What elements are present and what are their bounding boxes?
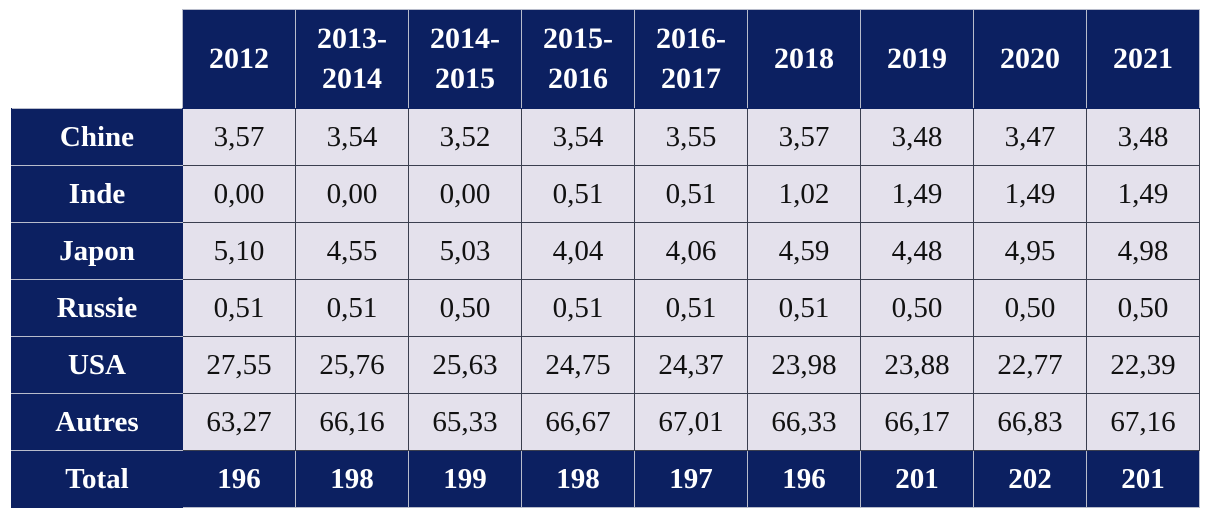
table-cell: 3,48 <box>1086 108 1200 166</box>
table-cell: 4,59 <box>747 222 861 280</box>
table-cell: 0,51 <box>634 279 748 337</box>
table-cell: 4,95 <box>973 222 1087 280</box>
table-row: Japon 5,10 4,55 5,03 4,04 4,06 4,59 4,48 4,95 4,9… <box>11 222 1200 280</box>
table-cell: 3,57 <box>182 108 296 166</box>
table-cell: 22,39 <box>1086 336 1200 394</box>
table-cell: 5,03 <box>408 222 522 280</box>
table-cell: 3,55 <box>634 108 748 166</box>
table-cell: 0,51 <box>521 279 635 337</box>
table-cell: 1,02 <box>747 165 861 223</box>
table-cell: 1,49 <box>1086 165 1200 223</box>
total-cell: 198 <box>295 450 409 508</box>
table-cell: 3,54 <box>521 108 635 166</box>
total-cell: 201 <box>860 450 974 508</box>
table-cell: 0,51 <box>747 279 861 337</box>
table-cell: 24,75 <box>521 336 635 394</box>
column-header: 2012 <box>182 9 296 109</box>
table-cell: 4,48 <box>860 222 974 280</box>
table-cell: 3,48 <box>860 108 974 166</box>
table-row: Chine 3,57 3,54 3,52 3,54 3,55 3,57 3,48 3,47 3,4… <box>11 108 1200 166</box>
table-cell: 0,50 <box>973 279 1087 337</box>
total-row: Total 196 198 199 198 197 196 201 202 201 <box>11 450 1200 508</box>
row-label: Chine <box>11 108 183 166</box>
table-cell: 66,16 <box>295 393 409 451</box>
row-label: USA <box>11 336 183 394</box>
table-row: Russie 0,51 0,51 0,50 0,51 0,51 0,51 0,50 0,50 0,… <box>11 279 1200 337</box>
table-cell: 27,55 <box>182 336 296 394</box>
table-cell: 0,51 <box>182 279 296 337</box>
table-cell: 0,00 <box>408 165 522 223</box>
total-cell: 199 <box>408 450 522 508</box>
table-cell: 0,51 <box>634 165 748 223</box>
corner-cell <box>11 9 183 109</box>
total-cell: 198 <box>521 450 635 508</box>
table-cell: 25,76 <box>295 336 409 394</box>
table-cell: 24,37 <box>634 336 748 394</box>
table-cell: 25,63 <box>408 336 522 394</box>
table-cell: 22,77 <box>973 336 1087 394</box>
row-label: Russie <box>11 279 183 337</box>
table-body: Chine 3,57 3,54 3,52 3,54 3,55 3,57 3,48 3,47 3,4… <box>11 108 1200 451</box>
table-cell: 0,50 <box>860 279 974 337</box>
table-cell: 0,51 <box>295 279 409 337</box>
row-label: Japon <box>11 222 183 280</box>
table-row: Autres 63,27 66,16 65,33 66,67 67,01 66,33 66,1… <box>11 393 1200 451</box>
table-cell: 4,55 <box>295 222 409 280</box>
column-header: 2021 <box>1086 9 1200 109</box>
column-header: 2013- 2014 <box>295 9 409 109</box>
table-cell: 65,33 <box>408 393 522 451</box>
table-cell: 23,88 <box>860 336 974 394</box>
total-cell: 202 <box>973 450 1087 508</box>
table-cell: 63,27 <box>182 393 296 451</box>
table-cell: 0,51 <box>521 165 635 223</box>
table-cell: 66,67 <box>521 393 635 451</box>
total-cell: 196 <box>182 450 296 508</box>
table-cell: 4,06 <box>634 222 748 280</box>
table-cell: 3,52 <box>408 108 522 166</box>
table-cell: 4,04 <box>521 222 635 280</box>
table-cell: 5,10 <box>182 222 296 280</box>
table-cell: 0,50 <box>1086 279 1200 337</box>
table-cell: 0,00 <box>182 165 296 223</box>
total-cell: 197 <box>634 450 748 508</box>
column-header: 2020 <box>973 9 1087 109</box>
table-row: Inde 0,00 0,00 0,00 0,51 0,51 1,02 1,49 1,49 1,49 <box>11 165 1200 223</box>
table-cell: 0,00 <box>295 165 409 223</box>
table-cell: 66,17 <box>860 393 974 451</box>
table-cell: 66,33 <box>747 393 861 451</box>
column-header: 2015- 2016 <box>521 9 635 109</box>
column-header: 2019 <box>860 9 974 109</box>
table-cell: 23,98 <box>747 336 861 394</box>
total-cell: 201 <box>1086 450 1200 508</box>
data-table: 2012 2013- 2014 2014- 2015 2015- 2016 2016- … <box>11 9 1200 508</box>
table-cell: 66,83 <box>973 393 1087 451</box>
table-cell: 3,54 <box>295 108 409 166</box>
row-label: Autres <box>11 393 183 451</box>
column-header: 2016- 2017 <box>634 9 748 109</box>
table-cell: 3,47 <box>973 108 1087 166</box>
row-label: Inde <box>11 165 183 223</box>
total-cell: 196 <box>747 450 861 508</box>
table-cell: 1,49 <box>860 165 974 223</box>
table-cell: 67,01 <box>634 393 748 451</box>
table-cell: 67,16 <box>1086 393 1200 451</box>
table-cell: 1,49 <box>973 165 1087 223</box>
table-cell: 3,57 <box>747 108 861 166</box>
column-header: 2014- 2015 <box>408 9 522 109</box>
header-row: 2012 2013- 2014 2014- 2015 2015- 2016 2016- … <box>11 9 1200 109</box>
column-header: 2018 <box>747 9 861 109</box>
table-cell: 4,98 <box>1086 222 1200 280</box>
table-row: USA 27,55 25,76 25,63 24,75 24,37 23,98 23,88 22… <box>11 336 1200 394</box>
total-label: Total <box>11 450 183 508</box>
table-cell: 0,50 <box>408 279 522 337</box>
